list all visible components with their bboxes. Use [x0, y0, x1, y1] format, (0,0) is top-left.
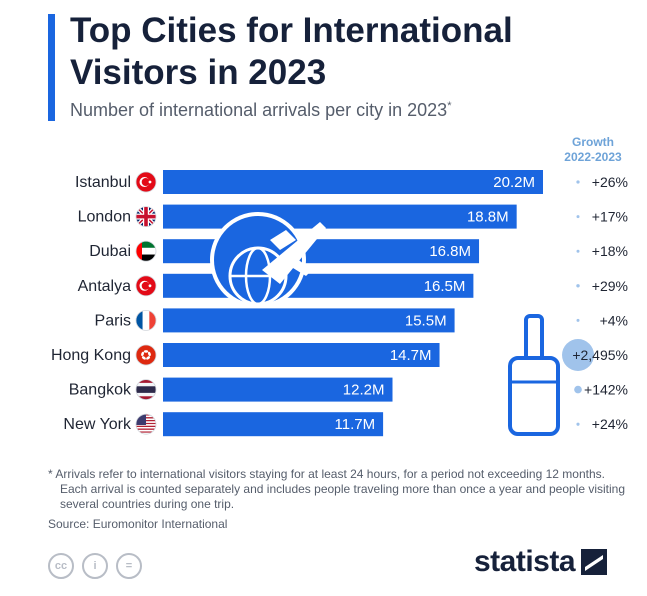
bar-chart: 20.2M Istanbul +26% 18.8M London +17% 16.8M Dub… [51, 170, 628, 437]
growth-label: +4% [600, 312, 628, 328]
license-icons: cc i = [48, 553, 142, 579]
growth-bubble [576, 180, 580, 184]
uk-flag-icon [135, 206, 157, 227]
thailand-flag-icon [135, 379, 157, 401]
bar-bangkok [163, 377, 393, 402]
category-label: Antalya [78, 278, 131, 295]
growth-bubble [576, 318, 580, 322]
usa-flag-icon [135, 413, 157, 435]
chart-subtitle: Number of international arrivals per cit… [70, 100, 451, 121]
bar-istanbul [163, 170, 543, 194]
bar-value-label: 18.8M [467, 209, 509, 226]
globe-airplane-icon [210, 212, 326, 308]
growth-bubble [576, 215, 580, 219]
bar-value-label: 16.8M [429, 243, 471, 260]
chart-title: Top Cities for International Visitors in… [70, 11, 513, 92]
growth-bubble [576, 422, 580, 426]
bar-value-label: 20.2M [493, 174, 535, 191]
bar-value-label: 16.5M [424, 278, 466, 295]
footnote-text: * Arrivals refer to international visito… [48, 467, 626, 511]
statista-mark-icon [581, 549, 608, 575]
turkey-flag-icon [135, 275, 157, 297]
category-label: London [78, 209, 131, 226]
category-label: Bangkok [69, 382, 132, 399]
bar-value-label: 15.5M [405, 312, 447, 329]
subtitle-text: Number of international arrivals per cit… [70, 100, 448, 120]
growth-bubble [562, 339, 594, 371]
category-label: Dubai [89, 243, 131, 260]
growth-column-header: Growth 2022-2023 [548, 135, 638, 165]
source-note: Source: Euromonitor International [48, 517, 228, 531]
growth-header-line-2: 2022-2023 [564, 150, 622, 164]
growth-bubble [576, 249, 580, 253]
brand-name: statista [474, 545, 576, 578]
category-label: Istanbul [75, 174, 131, 191]
bar-paris [163, 308, 455, 333]
category-label: New York [63, 416, 132, 433]
bar-value-label: 14.7M [390, 347, 432, 364]
statista-logo[interactable]: statista [474, 545, 608, 579]
bar-hong-kong [163, 343, 440, 367]
suitcase-icon [508, 314, 560, 436]
growth-bubble [574, 385, 582, 394]
bar-new-york [163, 412, 384, 437]
growth-label: +26% [592, 174, 628, 190]
growth-label: +142% [584, 382, 628, 398]
category-label: Hong Kong [51, 347, 131, 364]
no-derivatives-icon[interactable]: = [116, 553, 142, 579]
growth-label: +29% [592, 278, 628, 294]
growth-header-line-1: Growth [572, 135, 614, 149]
attribution-icon[interactable]: i [82, 553, 108, 579]
uae-flag-icon [135, 240, 157, 262]
bar-value-label: 12.2M [343, 382, 385, 399]
cc-icon[interactable]: cc [48, 553, 74, 579]
growth-label: +17% [592, 209, 628, 225]
footnote: * Arrivals refer to international visito… [48, 467, 628, 512]
france-flag-icon [135, 309, 157, 331]
title-accent-bar [48, 14, 55, 121]
growth-label: +24% [592, 416, 628, 432]
growth-bubble [576, 284, 580, 288]
growth-label: +2,495% [572, 347, 628, 363]
growth-label: +18% [592, 243, 628, 259]
turkey-flag-icon [135, 171, 157, 193]
category-label: Paris [95, 312, 131, 329]
bar-london [163, 204, 517, 229]
hong-kong-flag-icon [135, 344, 157, 366]
bar-value-label: 11.7M [335, 416, 376, 433]
subtitle-footnote-marker: * [447, 100, 452, 112]
